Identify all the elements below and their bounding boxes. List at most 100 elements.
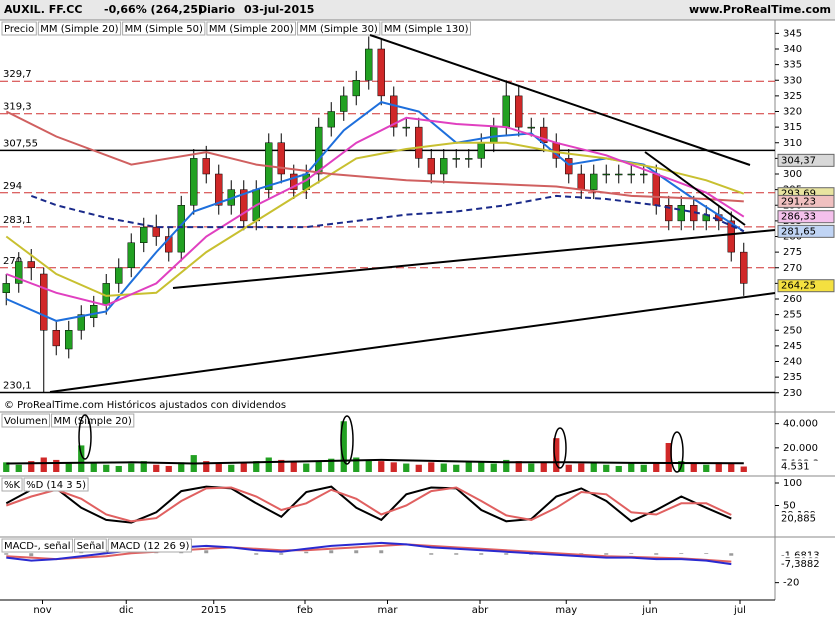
y-tick-label: 20.000: [783, 443, 818, 454]
period: Diario: [198, 3, 236, 16]
y-tick-label: 345: [783, 28, 802, 39]
volume-bar: [90, 463, 97, 472]
y-tick-label: 335: [783, 60, 802, 71]
volume-bar: [478, 462, 485, 472]
x-tick-label: may: [555, 605, 577, 616]
y-tick-label: 100: [783, 478, 802, 489]
volume-bar: [215, 463, 222, 472]
volume-bar: [15, 464, 22, 472]
volume-bar: [565, 464, 572, 472]
legend-box: [51, 413, 135, 428]
legend-entry: %D (14 3 5): [26, 480, 86, 491]
candle-body: [15, 261, 23, 284]
series-line: [6, 458, 744, 465]
y-tick-label: 250: [783, 325, 802, 336]
volume-bar: [615, 465, 622, 472]
volume-bar: [403, 463, 410, 472]
volume-bar: [640, 464, 647, 472]
candle-body: [415, 126, 423, 159]
legend-entry: %K: [4, 480, 21, 491]
y-tick-label: -20: [783, 578, 799, 589]
histogram-bar: [729, 553, 734, 556]
histogram-bar: [29, 553, 34, 557]
x-tick-label: nov: [33, 605, 51, 616]
trend-line: [49, 292, 776, 393]
y-tick-label: 315: [783, 122, 802, 133]
volume-bar: [578, 463, 585, 472]
histogram-bar: [379, 550, 384, 554]
volume-bar: [690, 463, 697, 472]
candle-body: [365, 48, 373, 81]
volume-bar: [453, 464, 460, 472]
volume-bar: [503, 459, 510, 472]
volume-bar: [53, 459, 60, 472]
x-tick-label: 2015: [201, 605, 226, 616]
candle-body: [215, 173, 223, 206]
value-tag-label: 281,65: [781, 226, 816, 237]
histogram-bar: [279, 553, 284, 555]
legend-entry: MACD-, señal: [4, 541, 71, 552]
candle-body: [202, 158, 210, 175]
legend-box: [1, 21, 37, 36]
legend-entry: MACD (12 26 9): [110, 541, 189, 552]
series-line: [5, 485, 732, 524]
candle-body: [515, 95, 523, 128]
volume-bar: [40, 457, 47, 472]
volume-bar: [290, 462, 297, 472]
legend-entry: Volumen: [4, 416, 48, 427]
legend-box: [1, 477, 23, 492]
level-label: 294: [3, 181, 22, 192]
volume-bar: [3, 462, 10, 472]
legend-box: [107, 538, 192, 553]
volume-bar: [115, 465, 122, 472]
symbol: AUXIL. FF.CC: [4, 3, 82, 16]
histogram-bar: [504, 553, 509, 555]
volume-bar: [228, 464, 235, 472]
volume-bar: [428, 462, 435, 472]
level-label: 283,1: [3, 215, 32, 226]
candle-body: [477, 142, 485, 159]
candle-body: [627, 173, 635, 176]
volume-bar: [203, 461, 210, 472]
histogram-bar: [429, 553, 434, 555]
candle-body: [640, 173, 648, 176]
candle-body: [140, 226, 148, 243]
volume-bar: [390, 462, 397, 472]
candle-body: [527, 126, 535, 129]
legend-box: [206, 21, 297, 36]
highlight-circles: [78, 414, 684, 473]
series-line: [5, 116, 745, 307]
series-line: [5, 486, 732, 523]
series-line: [5, 101, 745, 322]
histogram-bar: [679, 553, 684, 554]
trend-line: [644, 151, 746, 226]
candle-body: [440, 158, 448, 175]
candle-body: [740, 251, 748, 284]
volume-bar: [315, 461, 322, 472]
value-tag-label: 20,885: [781, 514, 816, 525]
value-tag: [777, 210, 835, 224]
volume-bar: [240, 462, 247, 472]
y-tick-label: 255: [783, 310, 802, 321]
volume-bar: [165, 465, 172, 472]
candle-body: [502, 95, 510, 128]
candle-body: [727, 220, 735, 253]
volume-bar: [178, 462, 185, 472]
y-tick-label: 330: [783, 75, 802, 86]
volume-bar: [340, 421, 347, 472]
candle-body: [315, 126, 323, 175]
y-tick-label: 240: [783, 357, 802, 368]
change: -0,66% (264,25): [104, 3, 203, 16]
volume-bar: [328, 458, 335, 472]
legend-box: [37, 21, 122, 36]
level-label: 270: [3, 256, 22, 267]
legend-box: [74, 538, 107, 553]
volume-bar: [140, 461, 147, 472]
candle-body: [427, 158, 435, 175]
date: 03-jul-2015: [244, 3, 314, 16]
legend-box: [1, 413, 51, 428]
y-tick-label: 300: [783, 169, 802, 180]
volume-bar: [715, 462, 722, 472]
candle-body: [240, 189, 248, 222]
